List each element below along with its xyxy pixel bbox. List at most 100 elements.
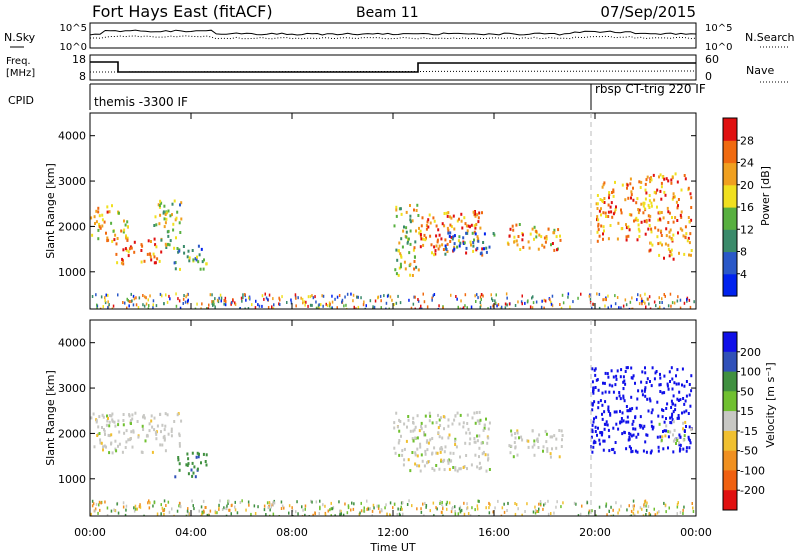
scatter-cell <box>107 293 109 297</box>
scatter-cell <box>351 501 353 505</box>
scatter-cell <box>617 511 619 515</box>
scatter-cell <box>185 463 188 467</box>
scatter-cell <box>441 447 444 451</box>
scatter-cell <box>125 504 128 508</box>
colorbar-tick-label: -15 <box>740 425 758 438</box>
scatter-cell <box>359 511 361 515</box>
scatter-cell <box>597 222 600 226</box>
scatter-cell <box>389 295 392 299</box>
scatter-cell <box>635 435 638 439</box>
scatter-cell <box>401 245 404 249</box>
scatter-cell <box>148 304 150 308</box>
scatter-cell <box>330 514 332 516</box>
scatter-cell <box>428 213 431 217</box>
scatter-cell <box>191 249 194 252</box>
scatter-cell <box>227 502 229 505</box>
scatter-cell <box>623 431 626 435</box>
scatter-cell <box>479 301 482 304</box>
scatter-cell <box>406 425 408 429</box>
scatter-cell <box>230 504 233 508</box>
scatter-cell <box>551 294 554 298</box>
scatter-cell <box>170 430 173 434</box>
scatter-cell <box>438 304 440 308</box>
scatter-cell <box>419 445 422 449</box>
scatter-cell <box>455 295 457 298</box>
scatter-cell <box>682 427 685 431</box>
scatter-cell <box>153 224 156 227</box>
scatter-cell <box>148 499 150 503</box>
scatter-cell <box>458 507 461 511</box>
scatter-cell <box>437 228 440 232</box>
scatter-cell <box>649 248 652 252</box>
scatter-cell <box>553 231 556 235</box>
scatter-cell <box>135 296 137 300</box>
scatter-cell <box>399 301 402 305</box>
scatter-cell <box>531 227 534 231</box>
scatter-cell <box>318 512 320 515</box>
scatter-cell <box>90 512 92 516</box>
scatter-cell <box>470 243 472 247</box>
scatter-cell <box>269 508 271 512</box>
scatter-cell <box>624 382 627 386</box>
scatter-cell <box>644 366 646 370</box>
scatter-cell <box>155 432 158 436</box>
scatter-cell <box>588 294 591 298</box>
scatter-cell <box>678 441 680 445</box>
scatter-cell <box>178 299 181 303</box>
scatter-cell <box>347 506 350 510</box>
scatter-cell <box>689 404 692 408</box>
scatter-cell <box>556 248 558 252</box>
scatter-cell <box>248 503 250 507</box>
scatter-cell <box>96 307 98 309</box>
scatter-cell <box>476 293 478 297</box>
scatter-cell <box>648 194 651 197</box>
scatter-cell <box>633 504 635 508</box>
scatter-cell <box>527 445 530 449</box>
scatter-cell <box>441 243 444 247</box>
scatter-cell <box>506 303 508 307</box>
scatter-cell <box>462 421 465 425</box>
scatter-cell <box>304 513 306 516</box>
scatter-cell <box>439 450 442 454</box>
scatter-cell <box>218 506 220 510</box>
scatter-cell <box>395 248 398 252</box>
scatter-cell <box>618 306 620 309</box>
scatter-cell <box>98 415 101 419</box>
scatter-cell <box>664 434 667 438</box>
scatter-cell <box>315 500 318 504</box>
scatter-cell <box>632 186 634 190</box>
scatter-cell <box>442 306 444 309</box>
scatter-cell <box>123 219 125 223</box>
scatter-cell <box>537 446 540 449</box>
scatter-cell <box>612 514 615 516</box>
scatter-cell <box>178 444 181 448</box>
scatter-cell <box>319 507 321 511</box>
scatter-cell <box>178 221 181 225</box>
scatter-cell <box>234 301 236 305</box>
scatter-cell <box>385 503 387 507</box>
scatter-cell <box>472 244 475 248</box>
scatter-cell <box>321 294 323 298</box>
scatter-cell <box>476 434 478 438</box>
scatter-cell <box>363 300 365 304</box>
scatter-cell <box>543 306 545 309</box>
scatter-cell <box>174 218 177 222</box>
scatter-cell <box>659 189 662 193</box>
scatter-cell <box>204 460 207 463</box>
scatter-cell <box>99 307 102 309</box>
scatter-cell <box>459 413 462 417</box>
scatter-cell <box>225 300 227 303</box>
scatter-cell <box>607 306 609 309</box>
scatter-cell <box>164 213 167 216</box>
scatter-cell <box>447 424 450 428</box>
scatter-cell <box>672 195 675 199</box>
scatter-cell <box>423 514 425 516</box>
scatter-cell <box>459 455 461 459</box>
scatter-cell <box>534 511 537 515</box>
scatter-cell <box>618 508 621 512</box>
scatter-cell <box>301 505 303 509</box>
scatter-cell <box>288 511 290 515</box>
scatter-cell <box>659 372 661 376</box>
scatter-cell <box>626 366 629 370</box>
scatter-cell <box>630 366 633 370</box>
